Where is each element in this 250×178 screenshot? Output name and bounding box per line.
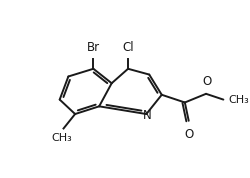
Text: Br: Br (86, 41, 100, 54)
Text: O: O (202, 75, 211, 88)
Text: CH₃: CH₃ (227, 95, 248, 105)
Text: CH₃: CH₃ (51, 133, 72, 143)
Text: N: N (142, 109, 151, 122)
Text: O: O (183, 129, 192, 142)
Text: Cl: Cl (122, 41, 133, 54)
